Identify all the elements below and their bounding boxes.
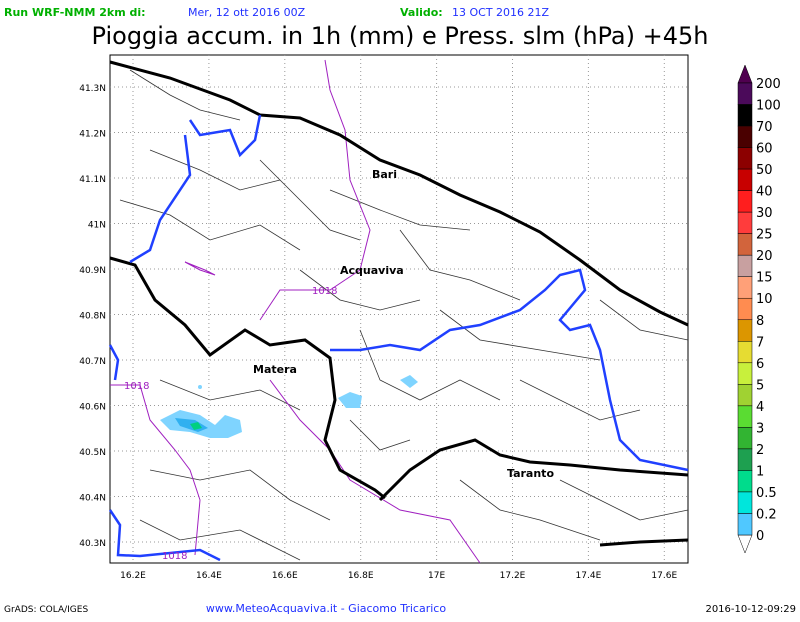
isobar — [269, 379, 481, 564]
colorbar-label: 4 — [756, 400, 764, 415]
colorbar-bottom-arrow — [737, 534, 753, 554]
lat-tick-label: 40.8N — [79, 312, 106, 322]
colorbar-segment — [737, 254, 753, 277]
lat-tick-label: 40.9N — [79, 266, 106, 276]
colorbar-label: 8 — [756, 314, 764, 329]
lon-tick-label: 17.2E — [500, 571, 526, 581]
colorbar-label: 7 — [756, 335, 764, 350]
colorbar-segment — [737, 147, 753, 170]
colorbar-label: 30 — [756, 206, 773, 221]
colorbar-segment — [737, 448, 753, 471]
colorbar-label: 5 — [756, 378, 764, 393]
colorbar-segment — [737, 190, 753, 213]
colorbar-segment — [737, 362, 753, 385]
lat-tick-label: 41.3N — [79, 84, 106, 94]
map: Bari Acquaviva Matera Taranto 1018 1018 … — [108, 54, 689, 564]
lat-tick-label: 41.2N — [79, 130, 106, 140]
colorbar-label: 20 — [756, 249, 773, 264]
colorbar-label: 60 — [756, 142, 773, 157]
isobar — [184, 261, 216, 276]
colorbar-segment — [737, 82, 753, 105]
lat-tick-label: 40.4N — [79, 494, 106, 504]
colorbar-segment — [737, 297, 753, 321]
software-credit: GrADS: COLA/IGES — [4, 605, 88, 615]
colorbar-label: 25 — [756, 228, 773, 243]
isobar-label: 1018 — [162, 551, 187, 562]
rain-area — [198, 385, 202, 389]
colorbar-segment — [737, 405, 753, 428]
rain-area — [338, 392, 362, 408]
colorbar-segment — [737, 427, 753, 450]
lat-tick-label: 41N — [88, 221, 106, 231]
run-label: Run WRF-NMM 2km di: — [4, 6, 146, 19]
city-label: Taranto — [507, 467, 554, 480]
site-credit: www.MeteoAcquaviva.it - Giacomo Tricaric… — [206, 602, 446, 615]
title: Pioggia accum. in 1h (mm) e Press. slm (… — [92, 22, 709, 50]
colorbar-segment — [737, 211, 753, 234]
colorbar-label: 15 — [756, 271, 773, 286]
lat-tick-label: 40.7N — [79, 357, 106, 367]
valid-date: 13 OCT 2016 21Z — [452, 6, 550, 19]
colorbar-label: 6 — [756, 357, 764, 372]
colorbar-segment — [737, 341, 753, 364]
timestamp: 2016-10-12-09:29 — [705, 604, 796, 615]
rain-area — [400, 375, 418, 388]
colorbar-segment — [737, 168, 753, 191]
lon-tick-label: 16.8E — [348, 571, 374, 581]
city-label: Matera — [253, 363, 297, 376]
isobar-label: 1018 — [312, 286, 337, 297]
colorbar-segment — [737, 319, 753, 342]
colorbar-label: 40 — [756, 185, 773, 200]
colorbar-label: 0.2 — [756, 507, 777, 522]
isobar-label: 1018 — [124, 381, 149, 392]
colorbar-label: 10 — [756, 292, 773, 307]
colorbar-label: 70 — [756, 120, 773, 135]
colorbar-label: 200 — [756, 77, 781, 92]
region-border — [109, 256, 386, 500]
colorbar-segment — [737, 233, 753, 256]
colorbar-segment — [737, 513, 753, 536]
colorbar-top-arrow — [737, 64, 753, 84]
lon-tick-label: 16.2E — [120, 571, 146, 581]
lon-tick-label: 17.4E — [576, 571, 602, 581]
colorbar-segment — [737, 104, 753, 127]
coastline-south — [599, 538, 689, 547]
city-label: Bari — [372, 168, 397, 181]
lat-tick-label: 40.6N — [79, 403, 106, 413]
isobar — [259, 59, 371, 321]
colorbar-segment — [737, 470, 753, 493]
lat-tick-label: 41.1N — [79, 175, 106, 185]
colorbar-segment — [737, 276, 753, 299]
lat-tick-label: 40.5N — [79, 448, 106, 458]
lon-tick-label: 17E — [428, 571, 445, 581]
colorbar-segment — [737, 491, 753, 514]
colorbar: 200 100 70 60 50 40 30 25 20 15 10 8 7 6 5 4 3 2 1 0.5 0.2 0 — [737, 64, 781, 554]
colorbar-label: 2 — [756, 443, 764, 458]
isobar — [110, 384, 201, 556]
colorbar-label: 50 — [756, 163, 773, 178]
province-border — [108, 114, 689, 562]
colorbar-segment — [737, 384, 753, 407]
run-date: Mer, 12 ott 2016 00Z — [188, 6, 306, 19]
valid-label: Valido: — [400, 6, 443, 19]
lat-tick-label: 40.3N — [79, 539, 106, 549]
colorbar-label: 3 — [756, 421, 764, 436]
coastline — [109, 60, 689, 327]
lon-tick-label: 16.4E — [196, 571, 222, 581]
colorbar-label: 100 — [756, 99, 781, 114]
lon-tick-label: 16.6E — [272, 571, 298, 581]
colorbar-label: 1 — [756, 464, 764, 479]
gulf-coastline — [378, 438, 689, 502]
city-label: Acquaviva — [340, 264, 404, 277]
rain-area — [190, 422, 202, 430]
lon-tick-label: 17.6E — [651, 571, 677, 581]
colorbar-label: 0.5 — [756, 486, 777, 501]
colorbar-segment — [737, 125, 753, 148]
municipal-borders — [119, 69, 689, 561]
colorbar-label: 0 — [756, 529, 764, 544]
